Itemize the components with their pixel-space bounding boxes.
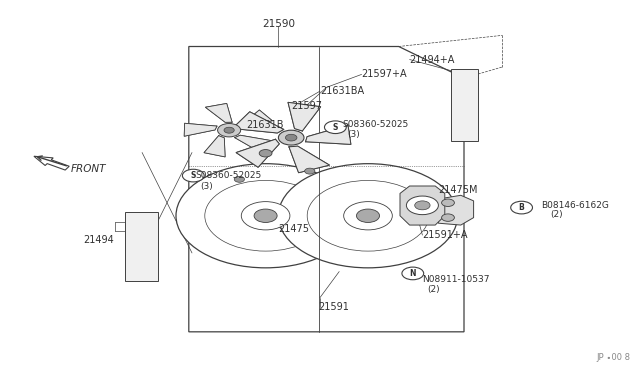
Text: 21475: 21475 <box>278 224 309 234</box>
Polygon shape <box>451 69 478 141</box>
Circle shape <box>324 121 346 134</box>
Polygon shape <box>204 136 225 157</box>
Polygon shape <box>305 125 351 144</box>
Text: S: S <box>191 171 196 180</box>
Polygon shape <box>205 103 232 122</box>
Text: S: S <box>333 123 338 132</box>
Circle shape <box>344 202 392 230</box>
Circle shape <box>415 201 430 210</box>
Circle shape <box>182 169 204 182</box>
Polygon shape <box>235 135 271 151</box>
Text: (3): (3) <box>348 130 360 139</box>
Polygon shape <box>289 146 330 173</box>
Circle shape <box>285 134 297 141</box>
Circle shape <box>259 150 272 157</box>
Text: 21494: 21494 <box>83 235 114 245</box>
Circle shape <box>234 176 244 182</box>
Text: 21597+A: 21597+A <box>362 70 407 79</box>
Text: FRONT: FRONT <box>70 164 106 174</box>
Polygon shape <box>236 139 279 167</box>
Polygon shape <box>232 112 284 133</box>
Circle shape <box>442 214 454 221</box>
Text: 21590: 21590 <box>262 19 295 29</box>
Polygon shape <box>184 123 217 136</box>
Text: 21631B: 21631B <box>246 120 284 129</box>
Circle shape <box>402 267 424 280</box>
Circle shape <box>241 202 290 230</box>
Text: 21475M: 21475M <box>438 185 478 195</box>
Polygon shape <box>288 102 321 131</box>
Circle shape <box>205 180 326 251</box>
Text: N: N <box>410 269 416 278</box>
Text: N08911-10537: N08911-10537 <box>422 275 490 284</box>
Polygon shape <box>125 212 158 281</box>
Polygon shape <box>438 195 474 225</box>
Text: JP ∙00 8: JP ∙00 8 <box>596 353 630 362</box>
Text: S08360-52025: S08360-52025 <box>195 171 262 180</box>
Circle shape <box>511 201 532 214</box>
Text: (3): (3) <box>200 182 213 190</box>
Text: S08360-52025: S08360-52025 <box>342 120 409 129</box>
Text: B08146-6162G: B08146-6162G <box>541 201 609 210</box>
Circle shape <box>307 180 429 251</box>
Circle shape <box>442 199 454 206</box>
Circle shape <box>224 127 234 133</box>
Polygon shape <box>241 110 272 129</box>
Polygon shape <box>400 186 445 225</box>
Text: (2): (2) <box>428 285 440 294</box>
Circle shape <box>305 168 315 174</box>
Text: 21591: 21591 <box>319 302 349 312</box>
Circle shape <box>176 164 355 268</box>
Text: (2): (2) <box>550 210 563 219</box>
Text: 21631BA: 21631BA <box>320 86 364 96</box>
Text: 21591+A: 21591+A <box>422 230 468 240</box>
Text: 21597: 21597 <box>291 101 322 111</box>
Circle shape <box>254 209 277 222</box>
Text: B: B <box>519 203 524 212</box>
Circle shape <box>406 196 438 215</box>
Circle shape <box>218 124 241 137</box>
Circle shape <box>278 130 304 145</box>
Text: 21494+A: 21494+A <box>410 55 455 64</box>
Circle shape <box>278 164 458 268</box>
Circle shape <box>356 209 380 222</box>
